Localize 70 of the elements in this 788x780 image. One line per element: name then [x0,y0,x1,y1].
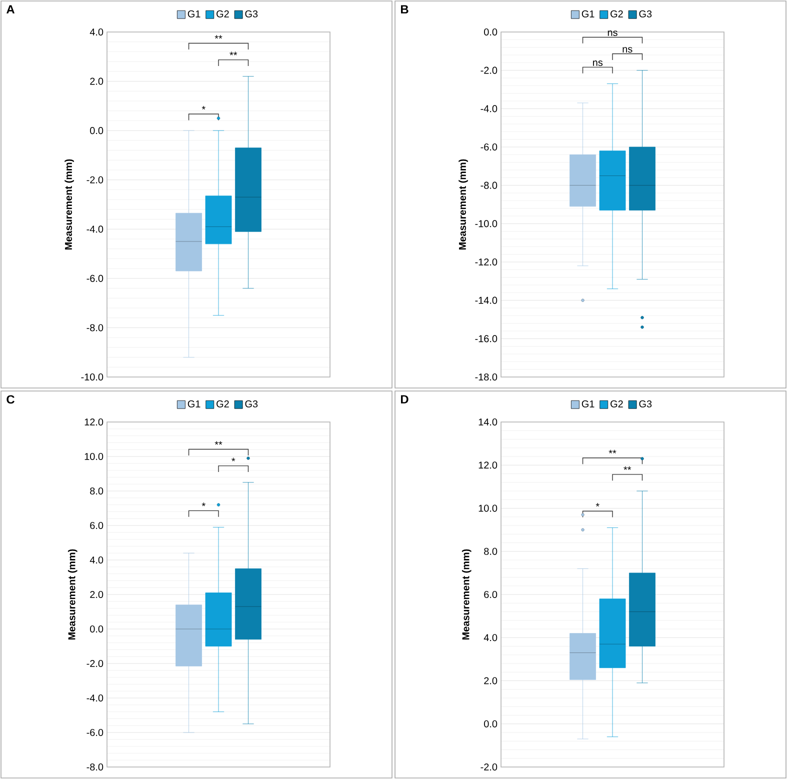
y-tick-label: 4.0 [90,556,104,564]
y-tick-label: -18.0 [475,373,498,381]
legend-label: G3 [245,10,258,18]
annotation: ** [624,466,632,470]
y-tick-label: 0.0 [90,127,104,134]
y-tick-label: -8.0 [86,763,104,771]
y-tick-label: -8.0 [480,182,498,189]
y-tick-label: 8.0 [484,548,498,555]
annotation: ** [230,52,238,56]
text: A [6,5,15,14]
y-axis-title: Measurement (mm) [68,549,78,640]
y-tick-label: -10.0 [81,373,104,381]
annotation: ns [593,60,603,66]
y-tick-label: -2.0 [86,176,104,184]
y-tick-label: 10.0 [84,452,104,460]
legend-label: G3 [245,400,258,408]
y-tick-label: -2.0 [480,763,498,771]
y-tick-label: -14.0 [475,296,498,304]
y-tick-label: 10.0 [478,504,498,512]
y-tick-label: 0.0 [484,28,498,36]
annotation: ns [622,47,632,53]
legend-label: G1 [188,10,200,18]
legend-label: G2 [216,10,229,18]
y-tick-label: -6.0 [480,143,498,151]
text: D [401,395,408,404]
y-tick-label: 14.0 [478,418,498,426]
y-axis-title: Measurement (mm) [462,549,472,640]
y-tick-label: 4.0 [90,28,104,36]
y-tick-label: -6.0 [86,728,104,736]
y-tick-label: 12.0 [84,418,104,426]
y-tick-label: -6.0 [86,274,104,282]
legend-label: G2 [216,400,229,408]
annotation: * [202,502,206,506]
legend-label: G1 [582,400,594,408]
text: C [6,395,15,404]
y-tick-label: 6.0 [484,590,498,598]
y-axis-title: Measurement (mm) [64,159,74,250]
y-tick-label: -4.0 [86,226,104,233]
y-tick-label: -2.0 [86,660,104,668]
annotation: * [596,503,600,507]
legend-label: G1 [582,10,594,18]
y-tick-label: -4.0 [86,694,104,702]
annotation: ** [214,441,222,445]
legend-label: G3 [639,10,652,18]
y-tick-label: 8.0 [90,487,104,495]
y-tick-label: 0.0 [484,720,498,728]
annotation: * [202,106,206,110]
legend-label: G2 [610,400,623,408]
annotation: ** [214,35,222,39]
text: B [401,5,408,14]
y-tick-label: 2.0 [484,677,498,684]
y-tick-label: -8.0 [86,324,104,332]
y-tick-label: 0.0 [90,625,104,633]
y-tick-label: -16.0 [475,335,498,342]
y-tick-label: 2.0 [90,590,104,598]
legend-label: G2 [610,10,623,18]
annotation: * [232,458,236,462]
y-axis-title: Measurement (mm) [458,159,468,250]
legend-label: G3 [639,400,652,408]
y-tick-label: -12.0 [475,258,498,266]
y-tick-label: 12.0 [478,462,498,469]
legend-label: G1 [188,400,200,408]
y-tick-label: 4.0 [484,634,498,642]
annotation: ns [608,30,618,36]
y-tick-label: -10.0 [475,220,498,228]
y-tick-label: -2.0 [480,66,498,74]
y-tick-label: -4.0 [480,105,498,112]
y-tick-label: 6.0 [90,522,104,530]
y-tick-label: 2.0 [90,78,104,85]
annotation: ** [608,450,616,454]
